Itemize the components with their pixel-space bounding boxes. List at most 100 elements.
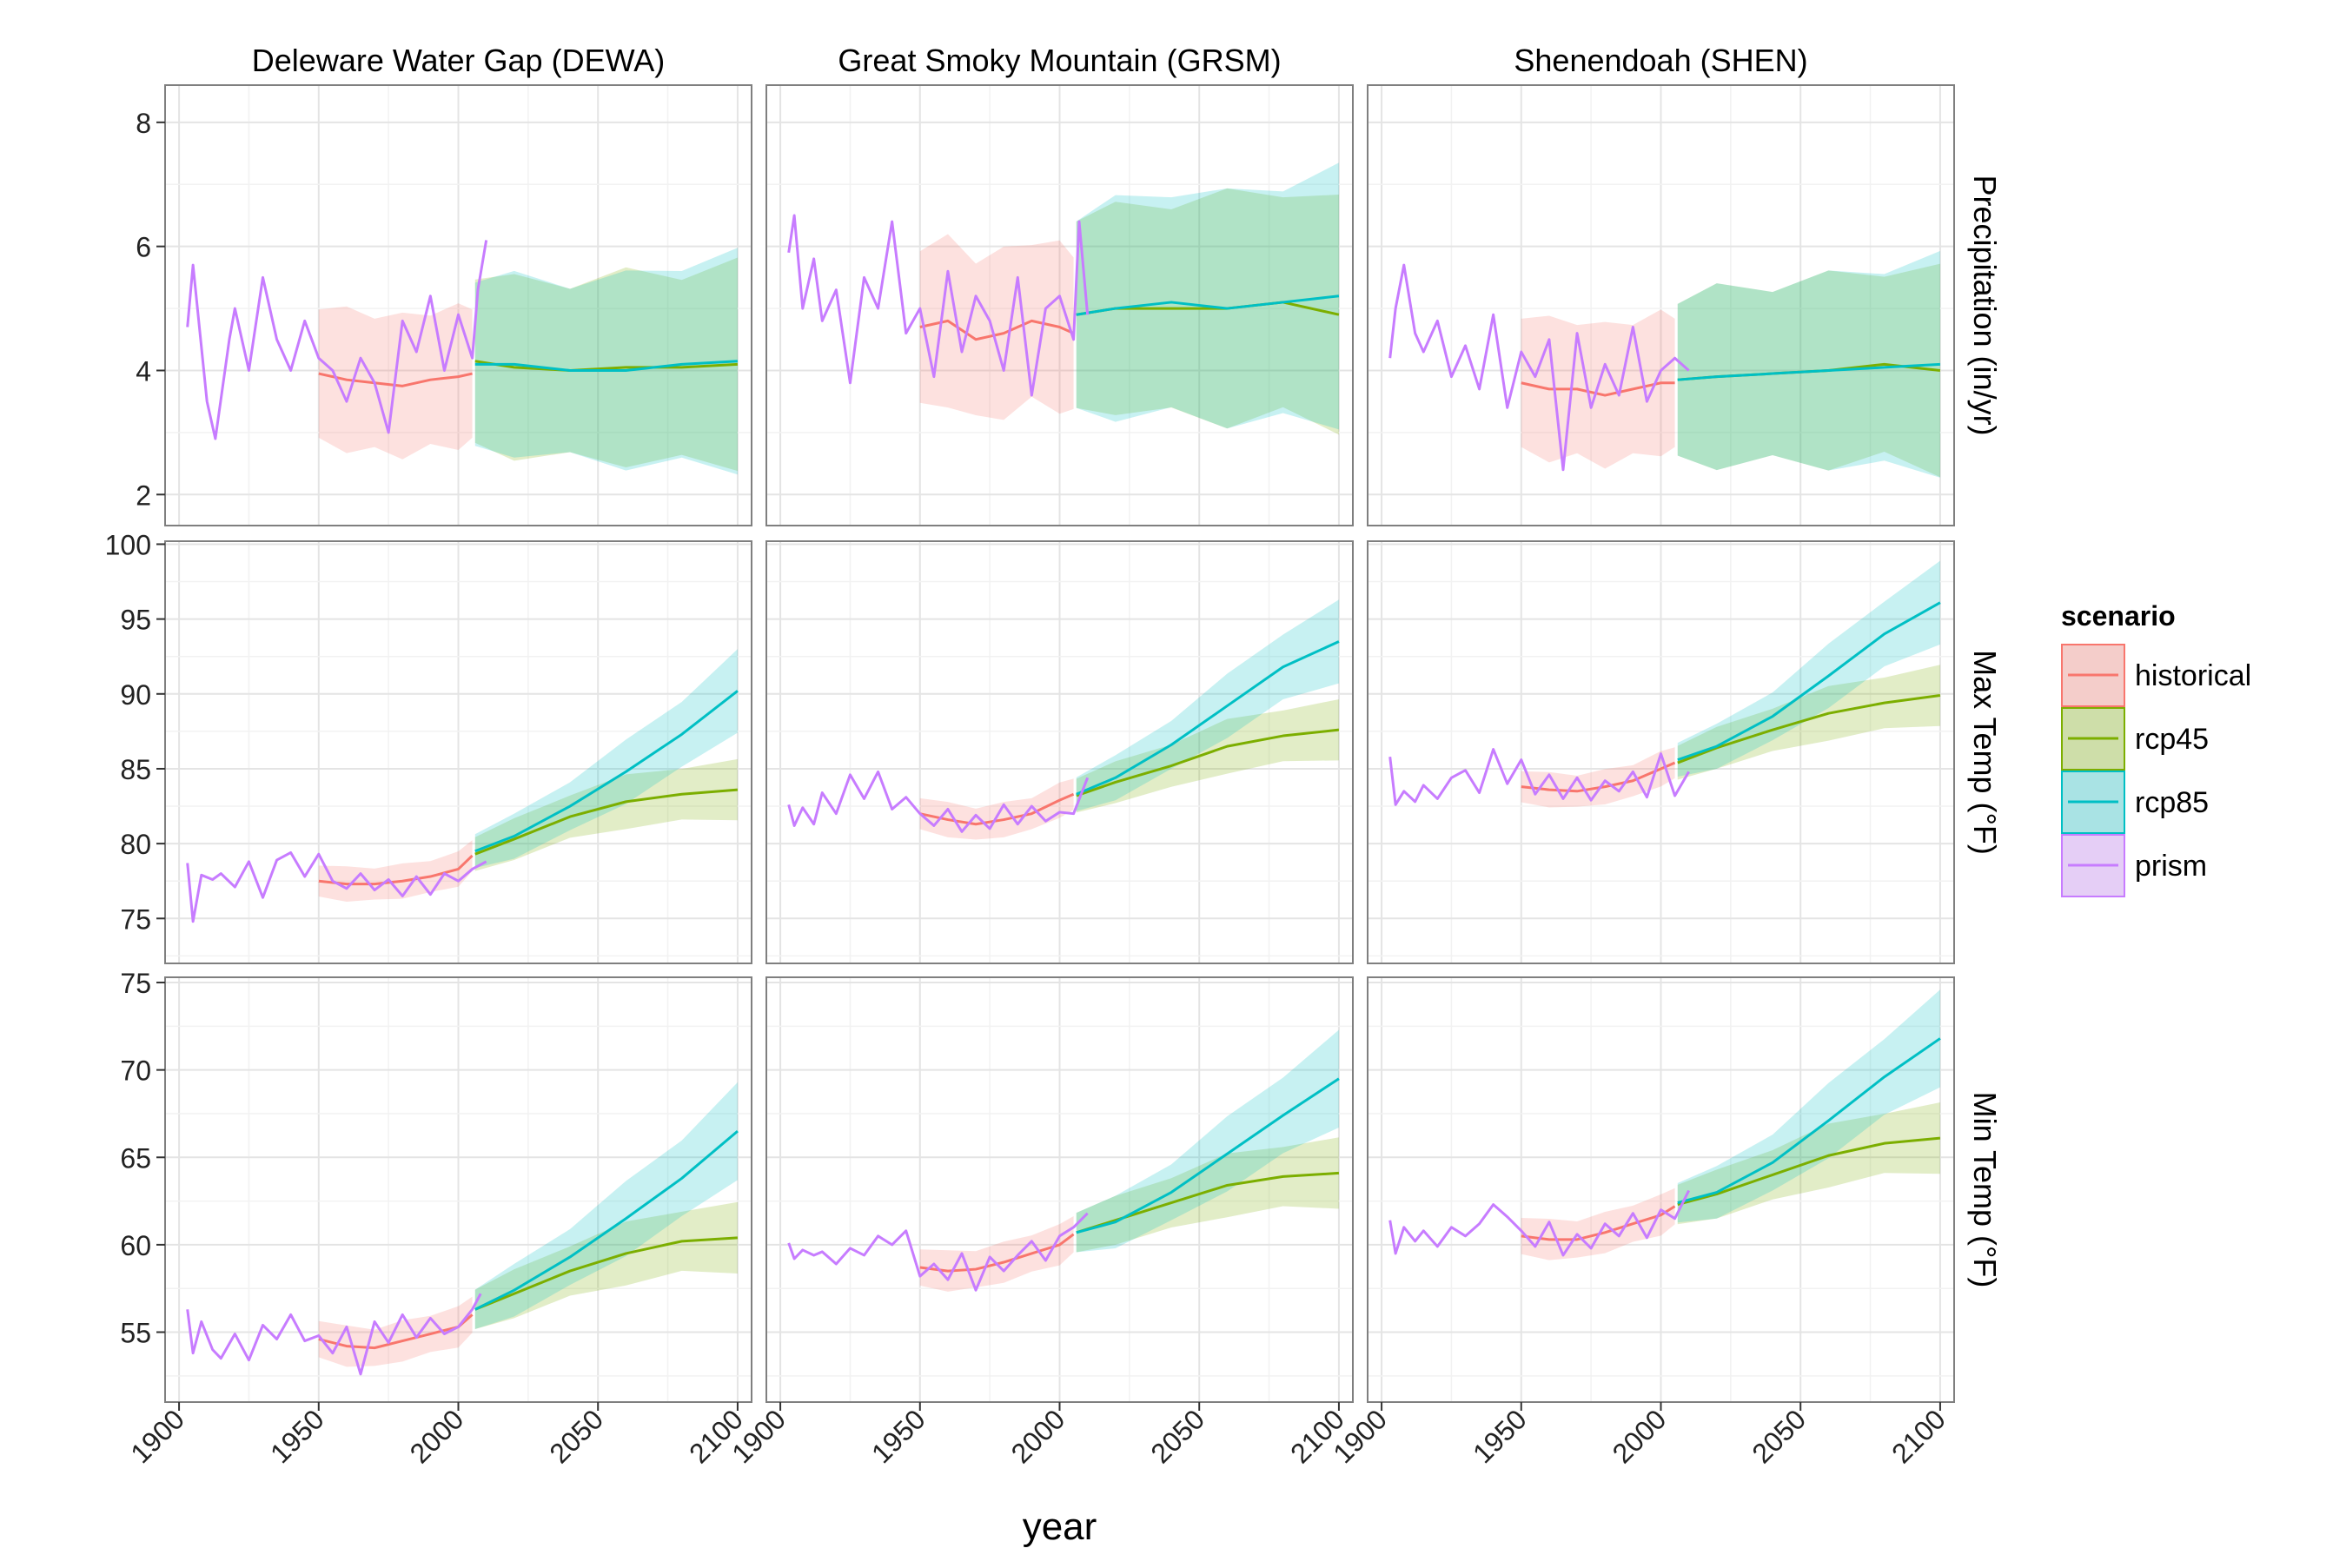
ribbon-rcp45 (1076, 698, 1339, 813)
series-line-prism (787, 770, 1090, 833)
series-line-rcp85 (474, 360, 739, 372)
panel-border (765, 84, 1354, 526)
ribbon-historical (318, 1296, 473, 1367)
panel-border (164, 540, 752, 964)
series-line-rcp85 (1076, 294, 1340, 316)
x-tick-label: 1950 (264, 1403, 330, 1469)
y-tick-label: 70 (120, 1055, 151, 1087)
ribbon-rcp45 (1677, 665, 1940, 780)
panel-0-0 (164, 84, 752, 526)
panel-border (765, 540, 1354, 964)
x-axis-title: year (1023, 1505, 1097, 1548)
ribbon-rcp85 (474, 1082, 738, 1330)
series-line-rcp85 (1677, 1037, 1941, 1205)
y-tick-label: 75 (120, 903, 151, 935)
column-title: Shenendoah (SHEN) (1514, 43, 1807, 78)
legend-key-rcp45 (2061, 707, 2125, 771)
panel-2-2 (1367, 976, 1955, 1403)
panel-border (1367, 84, 1955, 526)
panel-data (787, 1029, 1340, 1292)
ribbon-rcp85 (1677, 250, 1940, 478)
series-line-historical (919, 1233, 1075, 1273)
series-line-rcp85 (474, 690, 739, 853)
legend-label: rcp85 (2135, 786, 2209, 819)
x-tick-label: 2000 (1005, 1403, 1071, 1469)
panel-data (1388, 989, 1941, 1260)
y-tick-label: 4 (136, 355, 151, 387)
ribbon-rcp45 (474, 1201, 738, 1330)
series-line-rcp45 (1677, 694, 1941, 764)
y-tick-label: 80 (120, 829, 151, 860)
y-tick-label: 100 (105, 529, 151, 560)
panel-2-1 (765, 976, 1354, 1403)
ribbon-rcp45 (1076, 1137, 1339, 1253)
legend-label: prism (2135, 850, 2207, 883)
series-line-rcp85 (474, 1129, 739, 1311)
y-tick-label: 60 (120, 1230, 151, 1261)
panel-border (164, 84, 752, 526)
ribbon-rcp85 (1677, 989, 1940, 1223)
y-tick-label: 65 (120, 1142, 151, 1174)
x-tick-label: 2000 (1607, 1403, 1673, 1469)
series-line-prism (186, 240, 488, 440)
panel-1-2 (1367, 540, 1955, 964)
x-tick-label: 2100 (1885, 1403, 1952, 1469)
ribbon-rcp45 (474, 257, 738, 472)
series-line-prism (186, 850, 487, 923)
y-tick-label: 90 (120, 679, 151, 711)
x-tick-label: 2050 (1144, 1403, 1210, 1469)
row-title: Precipitation (in/yr) (1967, 175, 2003, 435)
series-line-historical (919, 319, 1075, 341)
x-tick-label: 1950 (865, 1403, 931, 1469)
series-line-prism (787, 214, 1090, 397)
series-line-rcp45 (474, 1236, 739, 1311)
legend-label: historical (2135, 659, 2251, 692)
panel-1-1 (765, 540, 1354, 964)
panel-0-2 (1367, 84, 1955, 526)
series-line-prism (1388, 748, 1690, 806)
series-line-historical (1521, 761, 1676, 793)
panel-data (1388, 250, 1941, 478)
ribbon-rcp85 (1076, 599, 1339, 811)
ribbon-rcp45 (1076, 188, 1339, 435)
panel-border (1367, 540, 1955, 964)
series-line-rcp85 (1076, 1077, 1340, 1234)
y-tick-label: 6 (136, 232, 151, 263)
y-tick-label: 8 (136, 108, 151, 139)
y-tick-label: 85 (120, 754, 151, 785)
row-title: Min Temp (°F) (1967, 1092, 2003, 1288)
series-line-prism (787, 1212, 1089, 1292)
ribbon-historical (919, 1216, 1074, 1292)
panel-data (186, 649, 739, 923)
ribbon-historical (1521, 1188, 1675, 1260)
legend-title: scenario (2061, 600, 2176, 632)
panel-2-0 (164, 976, 752, 1403)
legend-key-prism (2061, 834, 2125, 897)
series-line-rcp45 (474, 360, 739, 372)
column-title: Deleware Water Gap (DEWA) (252, 43, 665, 78)
x-tick-label: 1900 (124, 1403, 190, 1469)
ribbon-historical (318, 840, 473, 903)
series-line-historical (1521, 381, 1675, 397)
panel-0-1 (765, 84, 1354, 526)
ribbon-rcp45 (474, 758, 738, 871)
ribbon-rcp85 (474, 248, 738, 475)
ribbon-rcp85 (1076, 162, 1339, 430)
series-line-rcp45 (1076, 1171, 1340, 1234)
panel-data (186, 1082, 739, 1376)
panel-data (787, 162, 1340, 435)
y-tick-label: 2 (136, 480, 151, 511)
series-line-rcp85 (1677, 362, 1941, 381)
series-line-rcp45 (1677, 1136, 1941, 1207)
series-line-prism (1388, 1189, 1690, 1257)
x-tick-label: 2050 (543, 1403, 609, 1469)
panel-1-0 (164, 540, 752, 964)
row-title: Max Temp (°F) (1967, 650, 2003, 855)
x-tick-label: 1950 (1467, 1403, 1533, 1469)
series-line-historical (318, 854, 474, 886)
legend: scenario historical rcp45 rcp85 prism (2061, 600, 2251, 897)
x-tick-label: 2050 (1746, 1403, 1812, 1469)
legend-label: rcp45 (2135, 723, 2209, 756)
